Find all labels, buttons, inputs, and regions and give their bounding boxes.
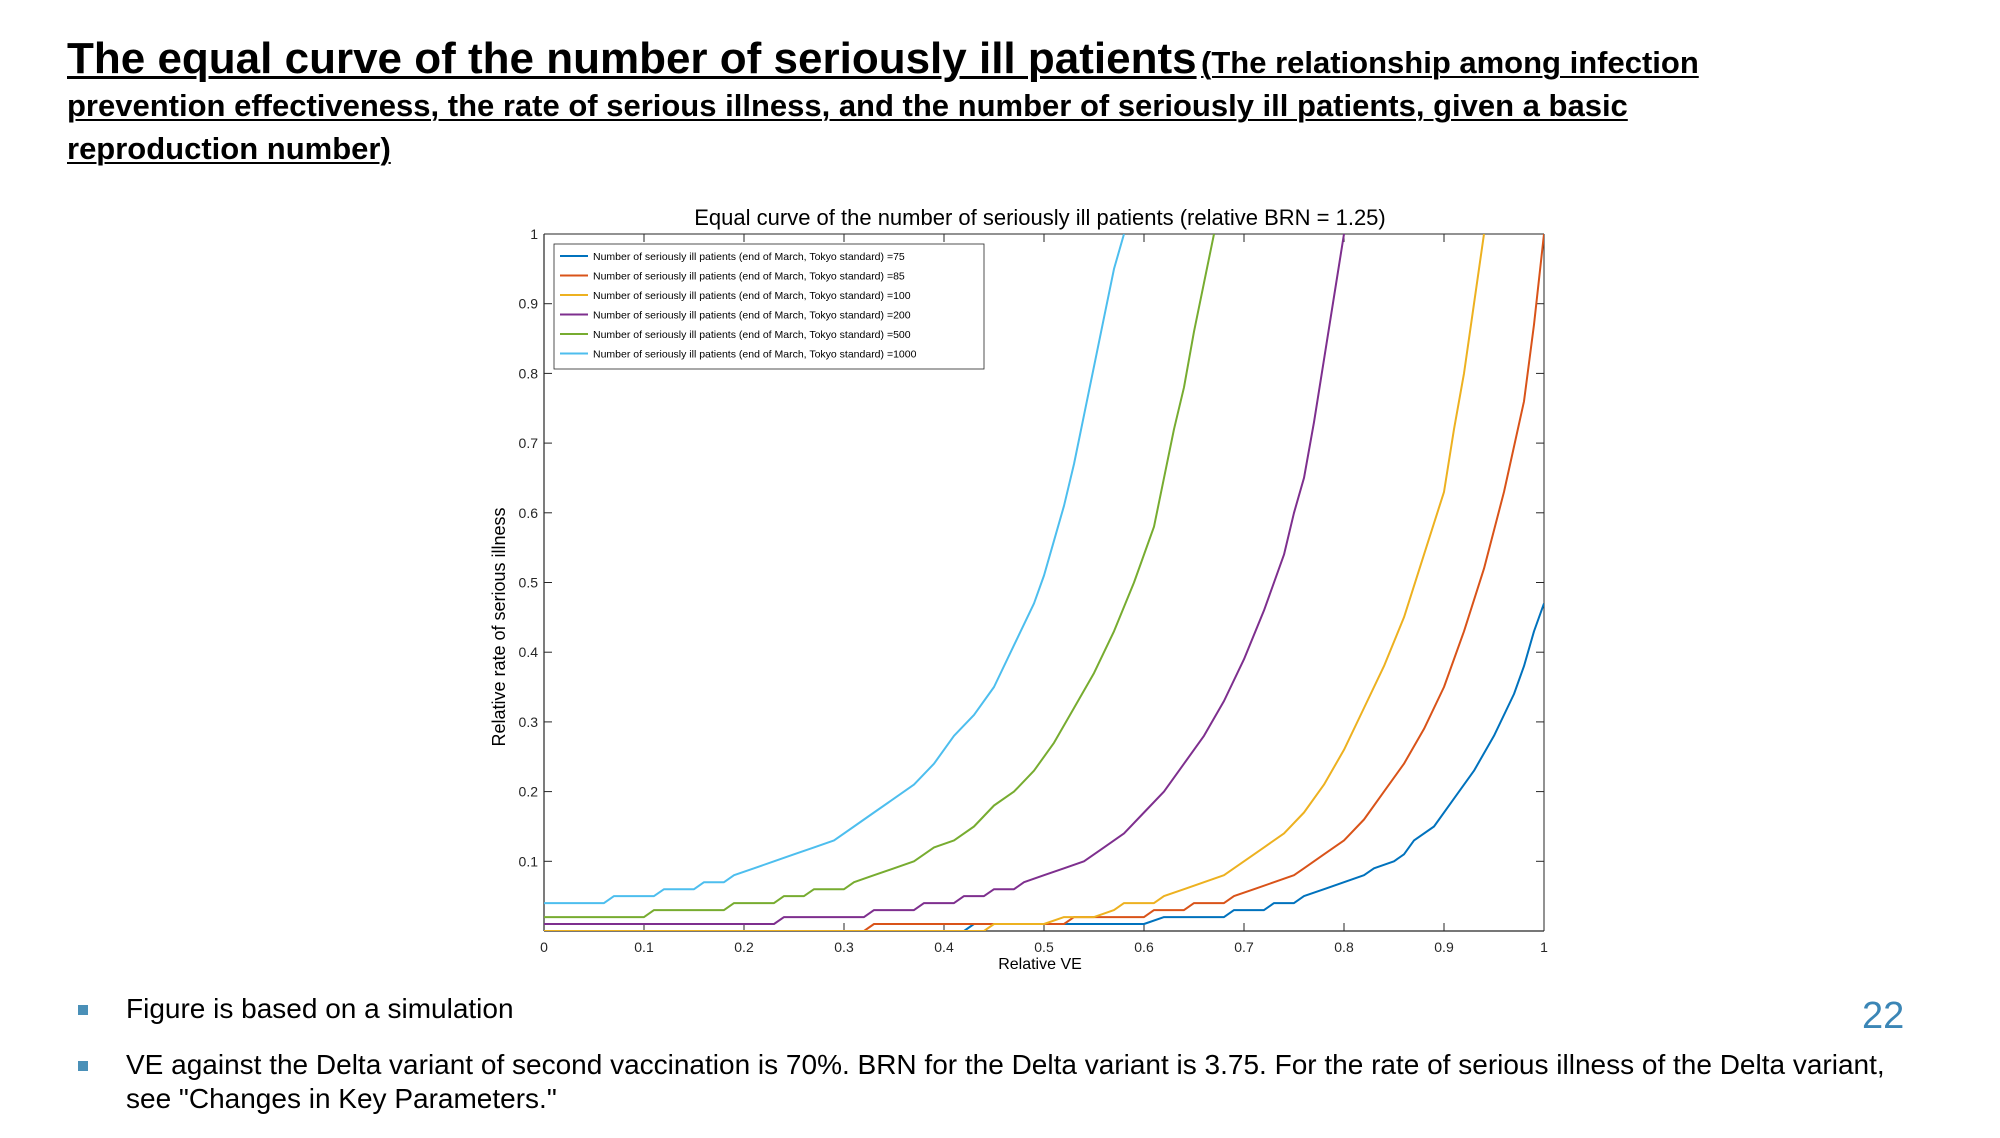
y-tick-label: 1: [530, 226, 538, 242]
x-tick-label: 0.7: [1234, 939, 1254, 955]
y-tick-label: 0.2: [519, 784, 539, 800]
legend-label: Number of seriously ill patients (end of…: [593, 349, 917, 361]
series-line-2: [764, 234, 1544, 931]
chart-plot-area: 0 0.1 0.2 0.3 0.4 0.5 0.6 0.7 0.8 0.9 1 0.1 0.2 0.3 0.…: [519, 226, 1549, 955]
y-tick-label: 0.6: [519, 505, 539, 521]
bullet-marker: [78, 1005, 88, 1015]
x-axis-label: Relative VE: [998, 956, 1082, 973]
y-tick-label: 0.8: [519, 365, 539, 381]
x-tick-label: 0.5: [1034, 939, 1054, 955]
x-tick-label: 0.3: [834, 939, 854, 955]
y-tick-label: 0.1: [519, 853, 539, 869]
legend-label: Number of seriously ill patients (end of…: [593, 271, 905, 283]
legend-box: [553, 243, 985, 370]
x-tick-label: 0.6: [1134, 939, 1154, 955]
slide-title: The equal curve of the number of serious…: [67, 37, 1827, 173]
legend-label: Number of seriously ill patients (end of…: [593, 251, 905, 263]
y-axis-label: Relative rate of serious illness: [489, 507, 509, 746]
legend-label: Number of seriously ill patients (end of…: [593, 329, 911, 341]
page-number: 22: [1862, 995, 1905, 1037]
x-tick-label: 0.9: [1434, 939, 1454, 955]
y-tick-label: 0.7: [519, 435, 539, 451]
x-tick-label: 0: [540, 939, 548, 955]
legend-label: Number of seriously ill patients (end of…: [593, 290, 911, 302]
bullet-text: Figure is based on a simulation: [126, 993, 514, 1024]
legend-label: Number of seriously ill patients (end of…: [593, 310, 911, 322]
x-tick-label: 0.1: [634, 939, 654, 955]
x-tick-label: 0.8: [1334, 939, 1354, 955]
bullet-item: Figure is based on a simulation: [78, 992, 1898, 1026]
chart-title: Equal curve of the number of seriously i…: [694, 205, 1386, 230]
y-tick-label: 0.5: [519, 575, 539, 591]
slide-title-main: The equal curve of the number of serious…: [67, 34, 1197, 83]
y-tick-label: 0.9: [519, 296, 539, 312]
bullet-text: VE against the Delta variant of second v…: [126, 1049, 1885, 1114]
series-line-6: [544, 234, 1125, 905]
x-tick-label: 0.2: [734, 939, 754, 955]
x-tick-label: 1: [1540, 939, 1548, 955]
series-line-1: [864, 603, 1544, 931]
bullet-list: Figure is based on a simulation VE again…: [78, 992, 1898, 1138]
slide-title-subtitle: (The relationship among infection preven…: [67, 45, 1699, 166]
y-tick-label: 0.4: [519, 644, 539, 660]
y-tick-label: 0.3: [519, 714, 539, 730]
x-tick-label: 0.4: [934, 939, 954, 955]
bullet-item: VE against the Delta variant of second v…: [78, 1048, 1898, 1116]
series-line-4: [544, 234, 1345, 925]
series-line-3: [544, 234, 1485, 931]
series-line-5: [544, 234, 1215, 919]
bullet-marker: [78, 1061, 88, 1071]
